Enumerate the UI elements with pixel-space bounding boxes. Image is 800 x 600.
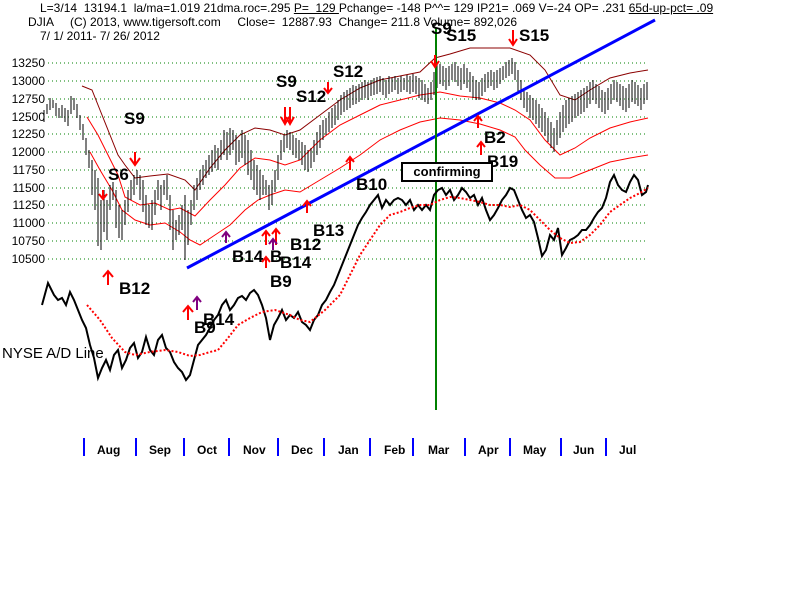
y-tick-label: 10750 — [11, 234, 45, 248]
trendline — [186, 18, 656, 270]
signal-label: S15 — [446, 26, 477, 45]
month-label: Dec — [291, 443, 314, 457]
signal-label: S6 — [108, 165, 129, 184]
month-label: Jun — [573, 443, 595, 457]
y-tick-label: 11750 — [12, 163, 45, 177]
purple-signal-arrows — [192, 230, 278, 310]
signal-arrows — [98, 30, 518, 320]
signal-label: B9 — [194, 318, 216, 337]
month-label: Jul — [619, 443, 637, 457]
signal-label: B12 — [290, 235, 322, 254]
header-stats-b: Pchange= -148 P^^= 129 IP21= .069 V=-24 … — [338, 1, 629, 15]
y-tick-label: 13000 — [11, 74, 45, 88]
y-tick-label: 11250 — [12, 198, 45, 212]
month-label: Feb — [384, 443, 406, 457]
header-date-range: 7/ 1/ 2011- 7/ 26/ 2012 — [40, 29, 160, 43]
upper-band — [81, 47, 649, 191]
signal-label: B9 — [270, 272, 292, 291]
y-tick-label: 12500 — [11, 110, 45, 124]
header-line-1: L=3/14 13194.1 la/ma=1.019 21dma.roc=.29… — [40, 1, 713, 15]
ad-line — [41, 172, 649, 382]
y-tick-label: 11000 — [12, 216, 45, 230]
signal-label: S12 — [296, 87, 327, 106]
signal-label: B14 — [203, 310, 235, 329]
y-tick-label: 13250 — [11, 56, 45, 70]
y-tick-label: 12250 — [11, 127, 45, 141]
y-tick-label: 12750 — [11, 92, 45, 106]
gridlines — [48, 62, 648, 260]
signal-label: B19 — [487, 152, 519, 171]
signal-label: B12 — [119, 279, 151, 298]
signal-label: S9 — [431, 19, 452, 38]
lower-band — [89, 117, 649, 246]
month-label: Apr — [478, 443, 499, 457]
month-label: Oct — [197, 443, 218, 457]
header-p-value: P= 129 — [293, 1, 339, 15]
signal-label: S9 — [124, 109, 145, 128]
header-65d-up-pct: 65d-up-pct= .09 — [628, 1, 714, 15]
signal-label: B10 — [356, 175, 388, 194]
signal-label: B13 — [313, 221, 345, 240]
month-label: Aug — [97, 443, 121, 457]
y-tick-label: 10500 — [11, 252, 45, 266]
price-bars — [43, 58, 648, 260]
signal-label: S15 — [519, 26, 550, 45]
y-tick-label: 12000 — [11, 145, 45, 159]
signal-label: S9 — [276, 72, 297, 91]
month-label: Sep — [149, 443, 172, 457]
header-stats-a: L=3/14 13194.1 la/ma=1.019 21dma.roc=.29… — [40, 1, 294, 15]
ad-line-label: NYSE A/D Line — [2, 345, 104, 362]
month-label: May — [523, 443, 547, 457]
signal-label: S12 — [333, 62, 364, 81]
header-line-2: DJIA (C) 2013, www.tigersoft.com Close= … — [28, 15, 518, 29]
signal-label: B14 — [280, 253, 312, 272]
month-label: Nov — [243, 443, 266, 457]
confirming-badge: confirming — [401, 162, 493, 182]
signal-label: B2 — [484, 128, 506, 147]
month-label: Jan — [338, 443, 359, 457]
ad-line-ma — [86, 187, 649, 358]
month-label: Mar — [428, 443, 450, 457]
signal-label: B14 — [232, 247, 264, 266]
signal-label: B — [270, 247, 283, 266]
y-tick-label: 11500 — [12, 181, 45, 195]
